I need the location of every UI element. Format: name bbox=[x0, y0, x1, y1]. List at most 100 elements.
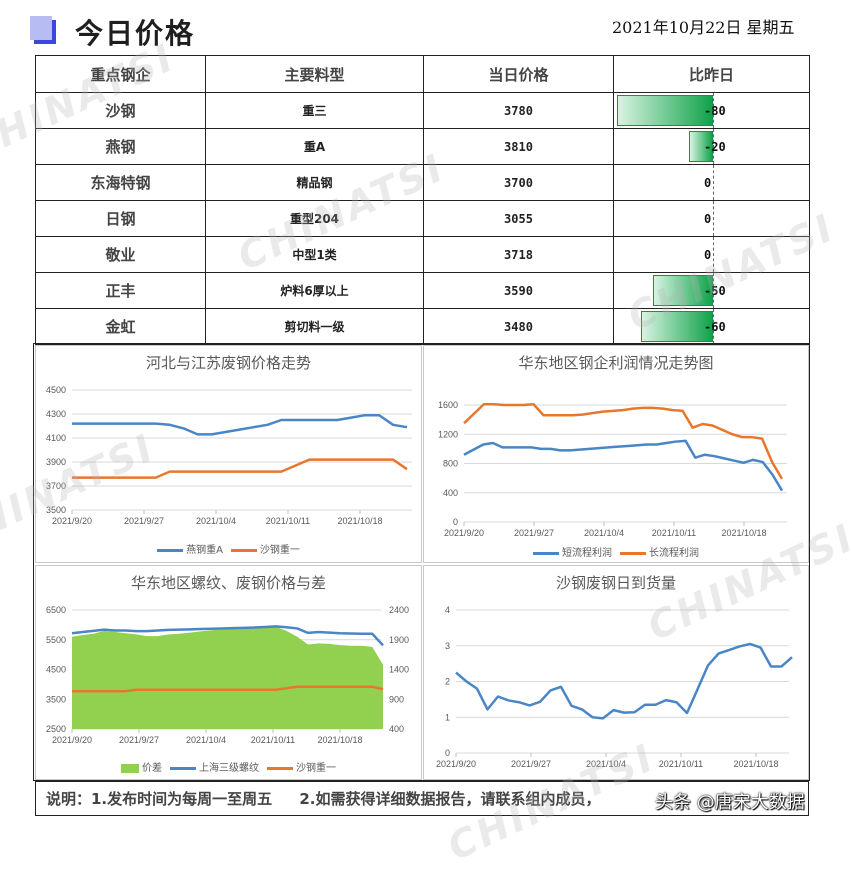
price-cell: 3718 bbox=[423, 236, 614, 273]
legend-line-swatch-icon bbox=[267, 766, 293, 770]
zero-axis-line bbox=[713, 129, 714, 164]
svg-text:2021/10/4: 2021/10/4 bbox=[196, 516, 236, 526]
company-cell: 东海特钢 bbox=[35, 164, 206, 201]
price-cell: 3480 bbox=[423, 308, 614, 345]
svg-text:3900: 3900 bbox=[46, 457, 66, 467]
change-cell: 0 bbox=[613, 236, 810, 273]
svg-text:800: 800 bbox=[443, 459, 458, 469]
column-header-company: 重点钢企 bbox=[35, 55, 206, 93]
table-row: 沙钢 重三 3780 -80 bbox=[35, 92, 810, 129]
svg-text:2021/9/27: 2021/9/27 bbox=[514, 528, 554, 538]
chart-legend: 燕钢重A 沙钢重一 bbox=[36, 541, 421, 556]
svg-text:2021/9/20: 2021/9/20 bbox=[52, 735, 92, 745]
chart-shagang-daily-arrival: 沙钢废钢日到货量 0 1 2 3 4 2021/9/20 2021/9/27 2021/10/… bbox=[423, 565, 809, 780]
price-cell: 3700 bbox=[423, 164, 614, 201]
footer-note: 说明：1.发布时间为每周一至周五 2.如需获得详细数据报告，请联系组内成员， bbox=[35, 781, 809, 816]
svg-text:3: 3 bbox=[445, 641, 450, 651]
price-table: 重点钢企 主要料型 当日价格 比昨日 沙钢 重三 3780 -80 燕钢 重A 3810 -2… bbox=[35, 55, 810, 345]
change-value: -50 bbox=[704, 284, 726, 298]
zero-axis-line bbox=[713, 309, 714, 344]
title-square-icon bbox=[30, 16, 56, 44]
zero-axis-line bbox=[713, 93, 714, 128]
material-cell: 重三 bbox=[205, 92, 424, 129]
table-row: 正丰 炉料6厚以上 3590 -50 bbox=[35, 272, 810, 309]
material-cell: 中型1类 bbox=[205, 236, 424, 273]
svg-text:4: 4 bbox=[445, 605, 450, 615]
legend-item: 长流程利润 bbox=[620, 544, 699, 559]
chart-rebar-scrap-spread: 华东地区螺纹、废钢价格与差 2500 3500 4500 5500 6500 400 900… bbox=[35, 565, 422, 780]
legend-label: 短流程利润 bbox=[562, 548, 612, 559]
svg-text:2021/10/18: 2021/10/18 bbox=[317, 735, 362, 745]
legend-line-swatch-icon bbox=[533, 551, 559, 555]
legend-label: 价差 bbox=[142, 763, 162, 774]
company-cell: 日钢 bbox=[35, 200, 206, 237]
legend-label: 燕钢重A bbox=[186, 545, 223, 556]
svg-text:2021/9/27: 2021/9/27 bbox=[124, 516, 164, 526]
change-cell: -60 bbox=[613, 308, 810, 345]
svg-text:1900: 1900 bbox=[389, 635, 409, 645]
legend-label: 沙钢重一 bbox=[296, 763, 336, 774]
chart-legend: 价差 上海三级螺纹 沙钢重一 bbox=[36, 759, 421, 774]
price-cell: 3055 bbox=[423, 200, 614, 237]
footer-note-2: 2.如需获得详细数据报告，请联系组内成员， bbox=[299, 790, 601, 808]
material-cell: 炉料6厚以上 bbox=[205, 272, 424, 309]
chart-legend: 短流程利润 长流程利润 bbox=[424, 544, 808, 559]
svg-text:2021/9/20: 2021/9/20 bbox=[52, 516, 92, 526]
change-value: -80 bbox=[704, 104, 726, 118]
change-cell: -50 bbox=[613, 272, 810, 309]
svg-text:4500: 4500 bbox=[46, 665, 66, 675]
svg-text:2021/10/4: 2021/10/4 bbox=[584, 528, 624, 538]
zero-axis-line bbox=[713, 165, 714, 200]
legend-item: 价差 bbox=[121, 759, 162, 774]
line-chart-svg: 0 1 2 3 4 2021/9/20 2021/9/27 2021/10/4 2021/10/… bbox=[436, 605, 793, 769]
change-value: 0 bbox=[704, 212, 712, 226]
legend-line-swatch-icon bbox=[230, 548, 257, 552]
svg-text:1600: 1600 bbox=[438, 400, 458, 410]
change-value: -20 bbox=[704, 140, 726, 154]
svg-text:2021/9/20: 2021/9/20 bbox=[436, 759, 476, 769]
legend-item: 短流程利润 bbox=[533, 544, 612, 559]
svg-text:3500: 3500 bbox=[46, 505, 66, 515]
column-header-material: 主要料型 bbox=[205, 55, 424, 93]
svg-text:2021/9/27: 2021/9/27 bbox=[119, 735, 159, 745]
svg-text:2400: 2400 bbox=[389, 605, 409, 615]
chart-title: 华东地区螺纹、废钢价格与差 bbox=[130, 574, 326, 592]
company-cell: 燕钢 bbox=[35, 128, 206, 165]
change-cell: 0 bbox=[613, 164, 810, 201]
material-cell: 重A bbox=[205, 128, 424, 165]
chart-title: 河北与江苏废钢价格走势 bbox=[145, 354, 311, 372]
price-cell: 3590 bbox=[423, 272, 614, 309]
chart-title: 华东地区钢企利润情况走势图 bbox=[518, 354, 714, 372]
svg-text:3700: 3700 bbox=[46, 481, 66, 491]
svg-text:2021/10/11: 2021/10/11 bbox=[251, 735, 295, 745]
change-databar bbox=[689, 131, 713, 162]
chart-east-china-profit: 华东地区钢企利润情况走势图 0 400 800 1200 1600 2021/9/20 20… bbox=[423, 345, 809, 563]
svg-text:0: 0 bbox=[445, 748, 450, 758]
svg-text:900: 900 bbox=[389, 694, 404, 704]
svg-text:1200: 1200 bbox=[438, 429, 458, 439]
change-databar bbox=[617, 95, 713, 126]
svg-text:4100: 4100 bbox=[46, 433, 66, 443]
legend-item: 上海三级螺纹 bbox=[170, 759, 259, 774]
legend-line-swatch-icon bbox=[157, 548, 184, 552]
table-row: 东海特钢 精品钢 3700 0 bbox=[35, 164, 810, 201]
legend-item: 沙钢重一 bbox=[267, 759, 336, 774]
material-cell: 重型204 bbox=[205, 200, 424, 237]
svg-text:2021/10/18: 2021/10/18 bbox=[337, 516, 382, 526]
svg-text:400: 400 bbox=[389, 724, 404, 734]
company-cell: 沙钢 bbox=[35, 92, 206, 129]
svg-text:0: 0 bbox=[453, 517, 458, 527]
price-cell: 3780 bbox=[423, 92, 614, 129]
svg-text:2021/10/11: 2021/10/11 bbox=[266, 516, 310, 526]
svg-text:2021/10/18: 2021/10/18 bbox=[721, 528, 766, 538]
chart-title: 沙钢废钢日到货量 bbox=[555, 574, 676, 592]
svg-text:3500: 3500 bbox=[46, 694, 66, 704]
price-cell: 3810 bbox=[423, 128, 614, 165]
legend-line-swatch-icon bbox=[170, 766, 196, 770]
column-header-change: 比昨日 bbox=[613, 55, 810, 93]
svg-text:5500: 5500 bbox=[46, 635, 66, 645]
report-date: 2021年10月22日 星期五 bbox=[612, 18, 795, 37]
change-cell: 0 bbox=[613, 200, 810, 237]
legend-label: 沙钢重一 bbox=[259, 545, 300, 556]
change-databar bbox=[641, 311, 713, 342]
